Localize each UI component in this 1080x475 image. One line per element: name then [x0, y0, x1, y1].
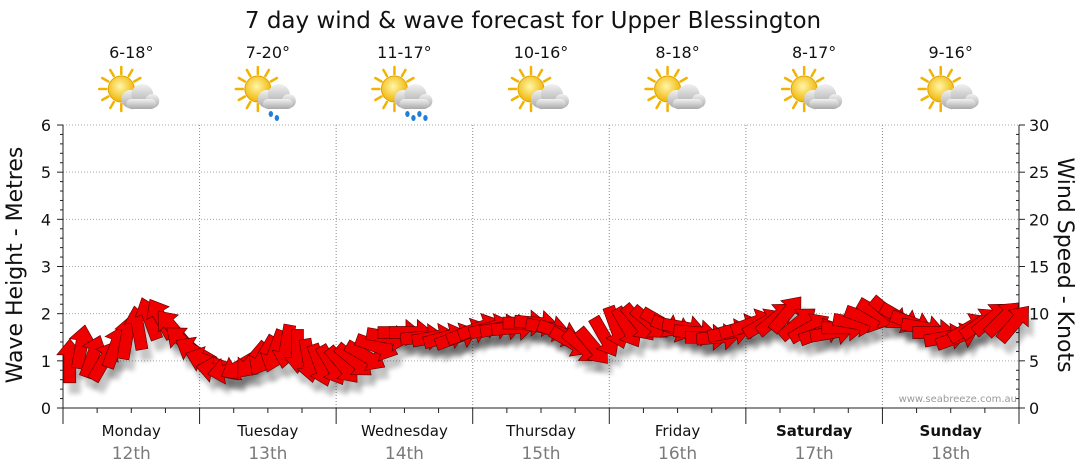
chart-title: 7 day wind & wave forecast for Upper Ble…	[245, 8, 821, 34]
day-date: 12th	[112, 444, 151, 464]
cloud-shape	[257, 84, 296, 109]
y-axis-left-title: Wave Height - Metres	[3, 147, 28, 384]
grid-lines	[63, 124, 1019, 408]
day-forecast-header: 6-18° 7-20° 11-17° 10-16° 8-18° 8-17° 9-16°	[98, 43, 979, 121]
day-name: Wednesday	[361, 422, 448, 440]
rain-drops	[268, 111, 280, 121]
day-date: 16th	[658, 444, 697, 464]
y-tick-label-right: 20	[1029, 210, 1049, 229]
y-tick-label-left: 1	[41, 352, 51, 371]
temperature-range: 6-18°	[109, 43, 153, 62]
axes: 0 1 2 3 4 5 6 0 5 10 15 20 25 30	[41, 116, 1049, 424]
day-name: Friday	[655, 422, 701, 440]
y-tick-label-right: 5	[1029, 352, 1039, 371]
temperature-range: 9-16°	[929, 43, 973, 62]
partly-cloudy-icon	[917, 65, 979, 113]
wind-arrows	[56, 294, 1029, 387]
y-tick-label-left: 2	[41, 305, 51, 324]
temperature-range: 8-17°	[792, 43, 836, 62]
partly-cloudy-icon	[98, 65, 160, 113]
credit-text: www.seabreeze.com.au	[899, 394, 1017, 405]
day-date: 15th	[521, 444, 560, 464]
temperature-range: 10-16°	[514, 43, 569, 62]
y-tick-label-left: 3	[41, 258, 51, 277]
y-tick-label-right: 25	[1029, 163, 1049, 182]
day-name: Monday	[102, 422, 161, 440]
partly-cloudy-icon	[507, 65, 569, 113]
arrow-shadow	[1000, 317, 1034, 355]
cloud-shape	[121, 84, 160, 109]
y-tick-label-left: 4	[41, 210, 51, 229]
partly-cloudy-icon	[644, 65, 706, 113]
y-tick-label-right: 10	[1029, 305, 1049, 324]
rain-icon	[371, 65, 433, 121]
temperature-range: 8-18°	[655, 43, 699, 62]
day-date: 17th	[795, 444, 834, 464]
day-name: Saturday	[776, 422, 853, 440]
y-axis-right-title: Wind Speed - Knots	[1052, 157, 1077, 372]
y-tick-label-left: 5	[41, 163, 51, 182]
wind-arrow	[343, 339, 386, 371]
showers-icon	[234, 65, 296, 121]
temperature-range: 11-17°	[377, 43, 432, 62]
y-tick-label-left: 6	[41, 116, 51, 135]
rain-drops	[405, 111, 428, 121]
day-name: Thursday	[505, 422, 576, 440]
y-tick-label-right: 30	[1029, 116, 1049, 135]
y-tick-label-left: 0	[41, 399, 51, 418]
y-tick-label-right: 0	[1029, 399, 1039, 418]
cloud-shape	[667, 84, 706, 109]
cloud-shape	[394, 84, 433, 109]
cloud-shape	[804, 84, 843, 109]
wind-arrow	[995, 305, 1029, 345]
partly-cloudy-icon	[780, 65, 843, 113]
day-date: 18th	[931, 444, 970, 464]
day-name: Sunday	[920, 422, 983, 440]
temperature-range: 7-20°	[246, 43, 290, 62]
cloud-shape	[531, 84, 569, 109]
sun-rays	[780, 65, 828, 113]
day-date: 14th	[385, 444, 424, 464]
cloud-shape	[940, 84, 979, 109]
y-tick-label-right: 15	[1029, 258, 1049, 277]
day-date: 13th	[248, 444, 287, 464]
day-labels: Monday 12th Tuesday 13th Wednesday 14th Thursd…	[102, 422, 982, 464]
day-name: Tuesday	[236, 422, 298, 440]
